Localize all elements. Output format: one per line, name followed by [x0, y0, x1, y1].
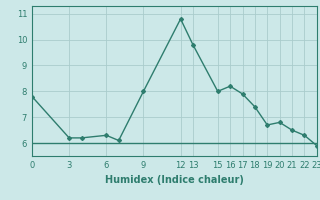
X-axis label: Humidex (Indice chaleur): Humidex (Indice chaleur) — [105, 175, 244, 185]
